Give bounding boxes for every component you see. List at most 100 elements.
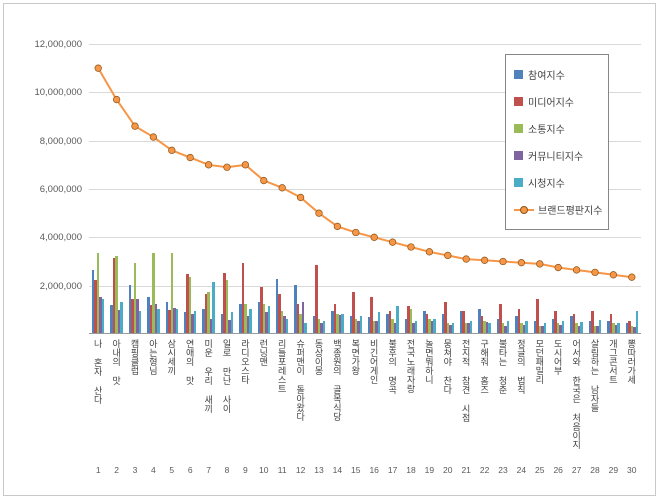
brand-index-marker	[425, 248, 434, 256]
bar-소통지수	[299, 313, 302, 333]
rank-number: 14	[332, 465, 343, 475]
rank-number: 5	[169, 465, 175, 475]
bar-group	[494, 44, 512, 333]
category-label: 정글의 법칙	[515, 339, 526, 394]
category-label: 구해줘 홈즈	[479, 339, 490, 394]
bar-시청지수	[396, 306, 399, 333]
bar-미디어지수	[444, 301, 447, 333]
brand-index-marker	[572, 266, 581, 274]
bar-group	[457, 44, 475, 333]
rank-number: 30	[627, 465, 637, 475]
category-label: 나 혼자 산다	[92, 339, 103, 404]
bar-소통지수	[317, 318, 321, 333]
gridline	[89, 92, 641, 94]
bar-시청지수	[506, 320, 510, 333]
bar-커뮤니티지수	[338, 314, 342, 333]
bar-group	[402, 44, 420, 333]
y-tick-label: 8,000,000	[39, 135, 82, 147]
bar-소통지수	[428, 318, 431, 333]
rank-number: 24	[516, 465, 527, 475]
bar-미디어지수	[260, 287, 263, 333]
brand-index-marker	[168, 146, 176, 154]
bar-소통지수	[280, 311, 284, 333]
bar-소통지수	[520, 323, 523, 333]
bar-시청지수	[249, 308, 252, 333]
bar-시청지수	[414, 320, 418, 333]
bar-미디어지수	[536, 299, 539, 333]
bar-group	[107, 44, 125, 333]
legend-label: 참여지수	[528, 71, 565, 82]
bar-소통지수	[188, 277, 192, 333]
bar-미디어지수	[388, 311, 392, 333]
bar-소통지수	[538, 325, 542, 333]
bar-group	[89, 44, 107, 333]
rank-number: 16	[369, 465, 379, 475]
bar-group	[586, 44, 604, 333]
category-label: 미운 우리 새끼	[203, 339, 214, 413]
bar-참여지수	[386, 313, 389, 333]
bar-시청지수	[267, 306, 271, 333]
bar-시청지수	[635, 311, 639, 333]
bar-미디어지수	[462, 311, 465, 333]
bar-미디어지수	[499, 304, 502, 333]
brand-index-marker	[186, 153, 194, 162]
brand-index-marker	[112, 95, 121, 104]
rank-number: 22	[479, 465, 490, 475]
bar-소통지수	[336, 313, 339, 333]
bar-시청지수	[230, 312, 234, 333]
rank-number: 20	[443, 465, 453, 475]
brand-index-marker	[462, 255, 470, 263]
brand-index-line-layer	[94, 64, 636, 281]
legend-swatch-icon	[514, 151, 523, 160]
bar-미디어지수	[278, 294, 281, 333]
brand-index-marker	[223, 163, 231, 171]
bar-소통지수	[152, 253, 155, 333]
bar-소통지수	[593, 325, 597, 333]
bar-시청지수	[377, 312, 381, 333]
bar-커뮤니티지수	[449, 324, 452, 333]
legend-label: 소통지수	[528, 125, 565, 136]
gridline	[89, 189, 641, 190]
bar-미디어지수	[131, 299, 134, 333]
category-label: 캠핑클럽	[129, 339, 140, 375]
bar-커뮤니티지수	[541, 325, 544, 333]
brand-index-marker	[204, 161, 213, 169]
legend-line-marker-icon	[514, 205, 534, 215]
y-tick-label: 6,000,000	[39, 184, 82, 195]
bar-소통지수	[354, 318, 358, 333]
legend-swatch-icon	[514, 124, 523, 133]
bar-group	[531, 44, 549, 333]
bar-미디어지수	[591, 311, 594, 333]
bar-커뮤니티지수	[522, 324, 526, 333]
bar-시청지수	[193, 311, 197, 333]
bar-커뮤니티지수	[246, 316, 250, 333]
bar-미디어지수	[628, 320, 631, 333]
bar-시청지수	[120, 301, 123, 333]
x-axis-category-labels: 나 혼자 산다 아내의 맛 캠핑클럽 아는형님 삼시세끼 연애의 맛 미운 우리 새끼 일로 …	[89, 339, 641, 463]
bar-소통지수	[96, 253, 100, 333]
bar-미디어지수	[609, 313, 613, 333]
bar-미디어지수	[168, 310, 171, 333]
category-label: 놀면뭐하니	[423, 339, 434, 384]
rank-number: 25	[535, 465, 545, 475]
brand-index-marker	[554, 263, 562, 272]
bar-참여지수	[183, 312, 187, 333]
rank-number: 18	[406, 465, 416, 475]
bar-참여지수	[441, 313, 445, 333]
bar-소통지수	[464, 323, 468, 333]
category-label: 뽕따러가세	[626, 339, 637, 384]
gridline	[89, 140, 641, 142]
bar-group	[623, 44, 641, 333]
brand-index-marker	[94, 64, 102, 72]
bar-참여지수	[423, 311, 426, 333]
brand-index-marker	[480, 256, 489, 264]
legend-item: 시청지수	[514, 169, 600, 196]
bar-시청지수	[157, 308, 160, 333]
category-label: 아내의 맛	[111, 339, 122, 385]
gridline	[89, 285, 641, 287]
bar-group	[365, 44, 383, 333]
bar-참여지수	[165, 301, 169, 333]
brand-index-marker	[407, 243, 415, 251]
bar-참여지수	[496, 318, 500, 333]
legend-item-line: 브랜드평판지수	[514, 196, 602, 223]
